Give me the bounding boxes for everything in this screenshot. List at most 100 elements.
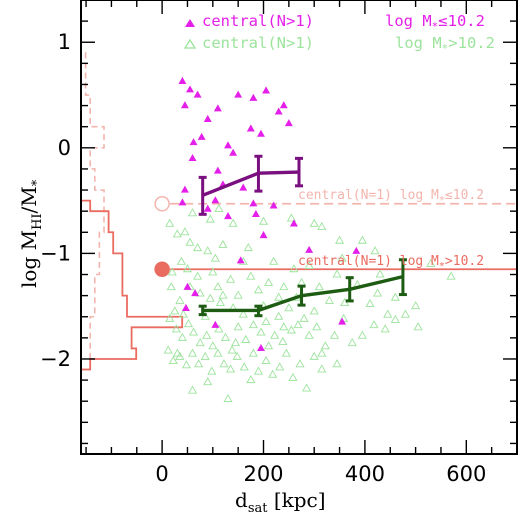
scatter-point-low-mass [197,132,206,140]
scatter-point-high-mass [293,320,303,329]
scatter-point-high-mass [205,214,215,223]
scatter-point-high-mass [317,221,327,230]
scatter-point-high-mass [227,345,237,354]
scatter-point-low-mass [211,196,220,204]
scatter-point-low-mass [178,76,187,84]
scatter-point-high-mass [261,355,271,365]
scatter-point-high-mass [317,364,327,373]
scatter-point-low-mass [224,141,232,149]
reference-marker-2 [154,261,170,277]
scatter-point-high-mass [320,341,330,350]
scatter-point-high-mass [317,348,327,357]
scatter-point-high-mass [279,282,289,291]
scatter-point-high-mass [274,311,284,320]
scatter-point-high-mass [357,235,367,244]
ref-label-high-mass: central(N=1) log M*>10.2 [298,254,484,272]
scatter-point-high-mass [281,348,291,357]
plot-frame [80,0,518,455]
scatter-point-high-mass [264,277,274,286]
scatter-point-high-mass [213,348,223,357]
scatter-point-high-mass [193,271,203,280]
scatter-point-high-mass [166,282,176,291]
scatter-point-high-mass [203,246,213,255]
scatter-point-high-mass [256,327,266,336]
y-axis-label: log MHI/M* [17,179,45,288]
scatter-point-low-mass [189,138,198,146]
scatter-point-low-mass [203,204,212,212]
scatter-point-high-mass [163,345,173,354]
scatter-point-high-mass [288,372,298,381]
y-tick-label: 0 [58,136,71,160]
scatter-point-high-mass [195,338,205,347]
scatter-point-high-mass [309,218,319,227]
scatter-point-high-mass [258,216,269,225]
x-tick-label: 400 [345,462,385,486]
scatter-point-high-mass [299,313,309,322]
scatter-point-high-mass [220,332,231,341]
scatter-point-low-mass [239,183,248,191]
scatter-point-high-mass [226,364,236,373]
scatter-point-high-mass [194,359,204,368]
scatter-point-low-mass [249,93,258,101]
scatter-point-high-mass [261,316,271,325]
scatter-point-high-mass [314,282,324,291]
axis-ticks [81,0,518,454]
scatter-point-high-mass [302,383,312,392]
legend-marker-open-triangle [183,38,197,49]
scatter-point-high-mass [210,253,220,262]
legend-label-2: central(N>1) [202,34,314,52]
scatter-point-low-mass [180,101,189,109]
scatter-point-low-mass [213,166,222,174]
scatter-point-high-mass [289,264,299,273]
scatter-point-low-mass [193,90,202,98]
scatter-point-high-mass [219,359,229,368]
scatter-point-low-mass [257,129,265,137]
scatter-point-low-mass [213,104,222,112]
histogram-layer [80,0,184,371]
scatter-point-high-mass [183,319,194,328]
scatter-point-high-mass [233,290,243,299]
scatter-point-high-mass [165,313,175,322]
scatter-point-low-mass [236,256,245,264]
scatter-point-high-mass [383,309,393,318]
scatter-point-high-mass [232,351,242,360]
scatter-point-high-mass [329,330,340,339]
scatter-point-high-mass [187,348,198,357]
scatter-point-high-mass [218,290,228,299]
scatter-point-high-mass [187,208,198,217]
scatter-point-low-mass [191,289,200,297]
legend-label-1: central(N>1) [202,12,314,30]
scatter-point-low-mass [279,101,288,109]
x-tick-label: 200 [243,462,283,486]
scatter-point-low-mass [234,90,243,98]
scatter-point-high-mass [246,374,256,384]
scatter-point-high-mass [365,298,375,308]
scatter-point-low-mass [180,185,189,193]
x-axis-label: dsat [kpc] [235,488,326,516]
scatter-point-high-mass [426,258,436,267]
scatter-point-high-mass [170,306,180,315]
scatter-point-high-mass [332,359,342,368]
scatter-point-high-mass [279,322,289,331]
scatter-point-low-mass [229,148,238,156]
scatter-point-high-mass [284,303,294,312]
scatter-point-high-mass [171,324,181,333]
scatter-point-high-mass [178,309,188,318]
legend-qualifier-1: log M*≤10.2 [385,12,485,33]
scatter-point-high-mass [168,355,178,365]
scatter-point-low-mass [262,86,271,94]
x-tick-label: 600 [446,462,486,486]
scatter-point-high-mass [295,359,305,368]
scatter-point-high-mass [248,320,258,329]
scatter-point-high-mass [165,218,175,227]
scatter-point-high-mass [172,348,182,357]
scatter-point-high-mass [218,239,228,248]
scatter-point-high-mass [413,322,423,331]
scatter-point-low-mass [259,231,268,239]
scatter-point-high-mass [309,306,319,315]
scatter-point-low-mass [338,317,347,325]
scatter-point-high-mass [205,293,215,302]
scatter-point-high-mass [239,362,249,371]
scatter-point-high-mass [264,341,274,350]
scatter-point-low-mass [188,153,197,162]
